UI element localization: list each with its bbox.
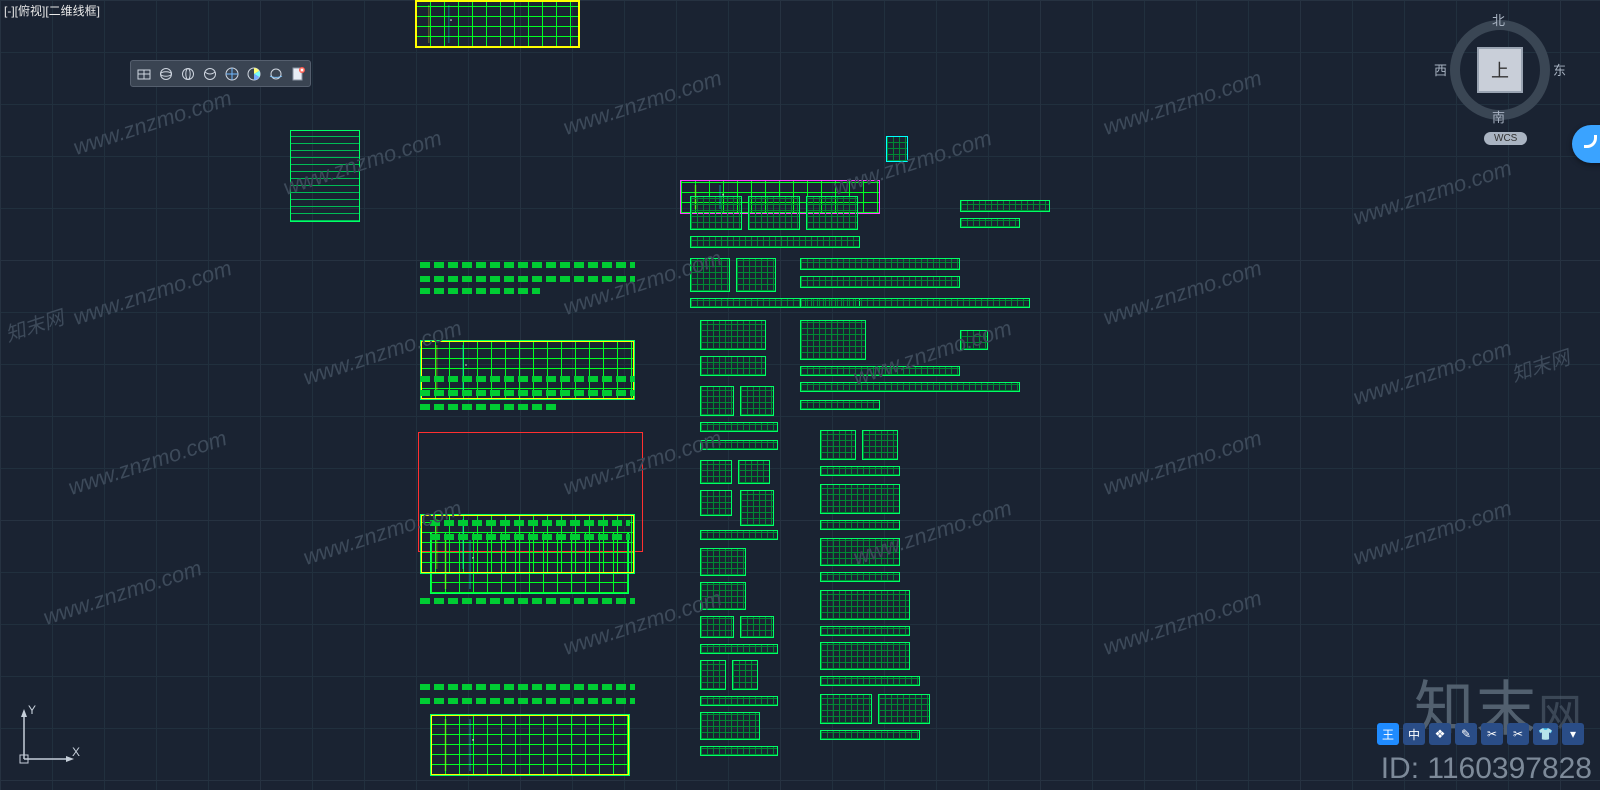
- canvas-grid[interactable]: [0, 0, 1600, 790]
- more-icon[interactable]: ▾: [1562, 723, 1584, 745]
- drawing-block[interactable]: [700, 320, 766, 350]
- drawing-block[interactable]: [800, 298, 1030, 308]
- badge-wang[interactable]: 王: [1377, 723, 1399, 745]
- scissors-1-icon[interactable]: ✂: [1481, 723, 1503, 745]
- drawing-block[interactable]: [430, 534, 630, 540]
- drawing-block[interactable]: [690, 258, 730, 292]
- drawing-block[interactable]: [700, 582, 746, 610]
- compass-icon[interactable]: [221, 63, 242, 84]
- sphere-side-icon[interactable]: [199, 63, 220, 84]
- drawing-block[interactable]: [736, 258, 776, 292]
- drawing-block[interactable]: [700, 616, 734, 638]
- scissors-2-icon[interactable]: ✂: [1507, 723, 1529, 745]
- drawing-block[interactable]: [420, 598, 635, 604]
- drawing-block[interactable]: [738, 460, 770, 484]
- ime-punct[interactable]: ❖: [1429, 723, 1451, 745]
- drawing-block[interactable]: [740, 616, 774, 638]
- orbit-icon[interactable]: [265, 63, 286, 84]
- drawing-block[interactable]: [690, 196, 742, 230]
- drawing-block[interactable]: [960, 330, 988, 350]
- ucs-icon: Y X: [18, 705, 78, 768]
- drawing-block[interactable]: [420, 376, 635, 382]
- drawing-block[interactable]: [700, 460, 732, 484]
- drawing-block[interactable]: [420, 404, 560, 410]
- viewcube[interactable]: 上 北 南 西 东 WCS: [1440, 12, 1560, 122]
- drawing-block[interactable]: [740, 386, 774, 416]
- drawing-block[interactable]: [820, 430, 856, 460]
- view-label[interactable]: [-][俯视][二维线框]: [4, 2, 100, 19]
- drawing-block[interactable]: [700, 746, 778, 756]
- drawing-block[interactable]: [700, 490, 732, 516]
- visual-styles-toolbar: [130, 60, 311, 87]
- drawing-block[interactable]: [806, 196, 858, 230]
- viewcube-west[interactable]: 西: [1434, 60, 1447, 79]
- drawing-block[interactable]: [820, 484, 900, 514]
- drawing-block[interactable]: [820, 538, 900, 566]
- viewcube-top-face[interactable]: 上: [1477, 47, 1523, 93]
- drawing-block[interactable]: [420, 276, 635, 282]
- drawing-block[interactable]: [420, 262, 635, 268]
- drawing-block[interactable]: [800, 366, 960, 376]
- drawing-block[interactable]: [820, 694, 872, 724]
- drawing-block[interactable]: [800, 258, 960, 270]
- ime-zh[interactable]: 中: [1403, 723, 1425, 745]
- drawing-block[interactable]: [700, 644, 778, 654]
- shirt-icon[interactable]: 👕: [1533, 723, 1558, 745]
- sphere-back-icon[interactable]: [177, 63, 198, 84]
- color-wheel-icon[interactable]: [243, 63, 264, 84]
- annotate-icon[interactable]: ✎: [1455, 723, 1477, 745]
- drawing-block[interactable]: [732, 660, 758, 690]
- watermark-id: ID: 1160397828: [1381, 752, 1592, 786]
- sphere-front-icon[interactable]: [155, 63, 176, 84]
- viewcube-east[interactable]: 东: [1553, 60, 1566, 79]
- drawing-block[interactable]: [748, 196, 800, 230]
- view-box-icon[interactable]: [133, 63, 154, 84]
- drawing-block[interactable]: [960, 200, 1050, 212]
- drawing-block[interactable]: [700, 712, 760, 740]
- legend-table[interactable]: [290, 130, 360, 222]
- drawing-block[interactable]: [700, 356, 766, 376]
- drawing-block[interactable]: [960, 218, 1020, 228]
- ime-status-bar: 王中❖✎✂✂👕▾: [1371, 720, 1590, 748]
- drawing-block[interactable]: [430, 520, 630, 526]
- drawing-block[interactable]: [700, 386, 734, 416]
- drawing-block[interactable]: [740, 490, 774, 526]
- drawing-block[interactable]: [820, 676, 920, 686]
- drawing-block[interactable]: [700, 548, 746, 576]
- drawing-block[interactable]: [700, 696, 778, 706]
- drawing-block[interactable]: [700, 440, 778, 450]
- drawing-block[interactable]: [420, 390, 635, 396]
- drawing-block[interactable]: [700, 660, 726, 690]
- drawing-block[interactable]: [820, 730, 920, 740]
- clipboard-x-icon[interactable]: [287, 63, 308, 84]
- viewcube-south[interactable]: 南: [1492, 107, 1505, 126]
- drawing-block[interactable]: [886, 136, 908, 162]
- drawing-block[interactable]: [862, 430, 898, 460]
- drawing-block[interactable]: [820, 466, 900, 476]
- ucs-x-label: X: [72, 745, 80, 759]
- drawing-block[interactable]: [800, 276, 960, 288]
- drawing-block[interactable]: [878, 694, 930, 724]
- viewcube-north[interactable]: 北: [1492, 10, 1505, 29]
- drawing-block[interactable]: [420, 698, 635, 704]
- drawing-block[interactable]: [800, 320, 866, 360]
- drawing-block[interactable]: [820, 520, 900, 530]
- drawing-block[interactable]: [820, 626, 910, 636]
- drawing-block[interactable]: [800, 400, 880, 410]
- drawing-block[interactable]: [700, 530, 778, 540]
- drawing-block[interactable]: [820, 642, 910, 670]
- drawing-block[interactable]: [800, 382, 1020, 392]
- drawing-block[interactable]: [820, 590, 910, 620]
- drawing-block[interactable]: [420, 684, 635, 690]
- drawing-block[interactable]: [690, 236, 860, 248]
- wcs-badge[interactable]: WCS: [1484, 132, 1527, 145]
- top-floor-plan[interactable]: [415, 0, 580, 48]
- floor-plan-3[interactable]: [430, 714, 630, 776]
- drawing-block[interactable]: [820, 572, 900, 582]
- drawing-block[interactable]: [700, 422, 778, 432]
- drawing-block[interactable]: [420, 288, 540, 294]
- ucs-y-label: Y: [28, 703, 36, 717]
